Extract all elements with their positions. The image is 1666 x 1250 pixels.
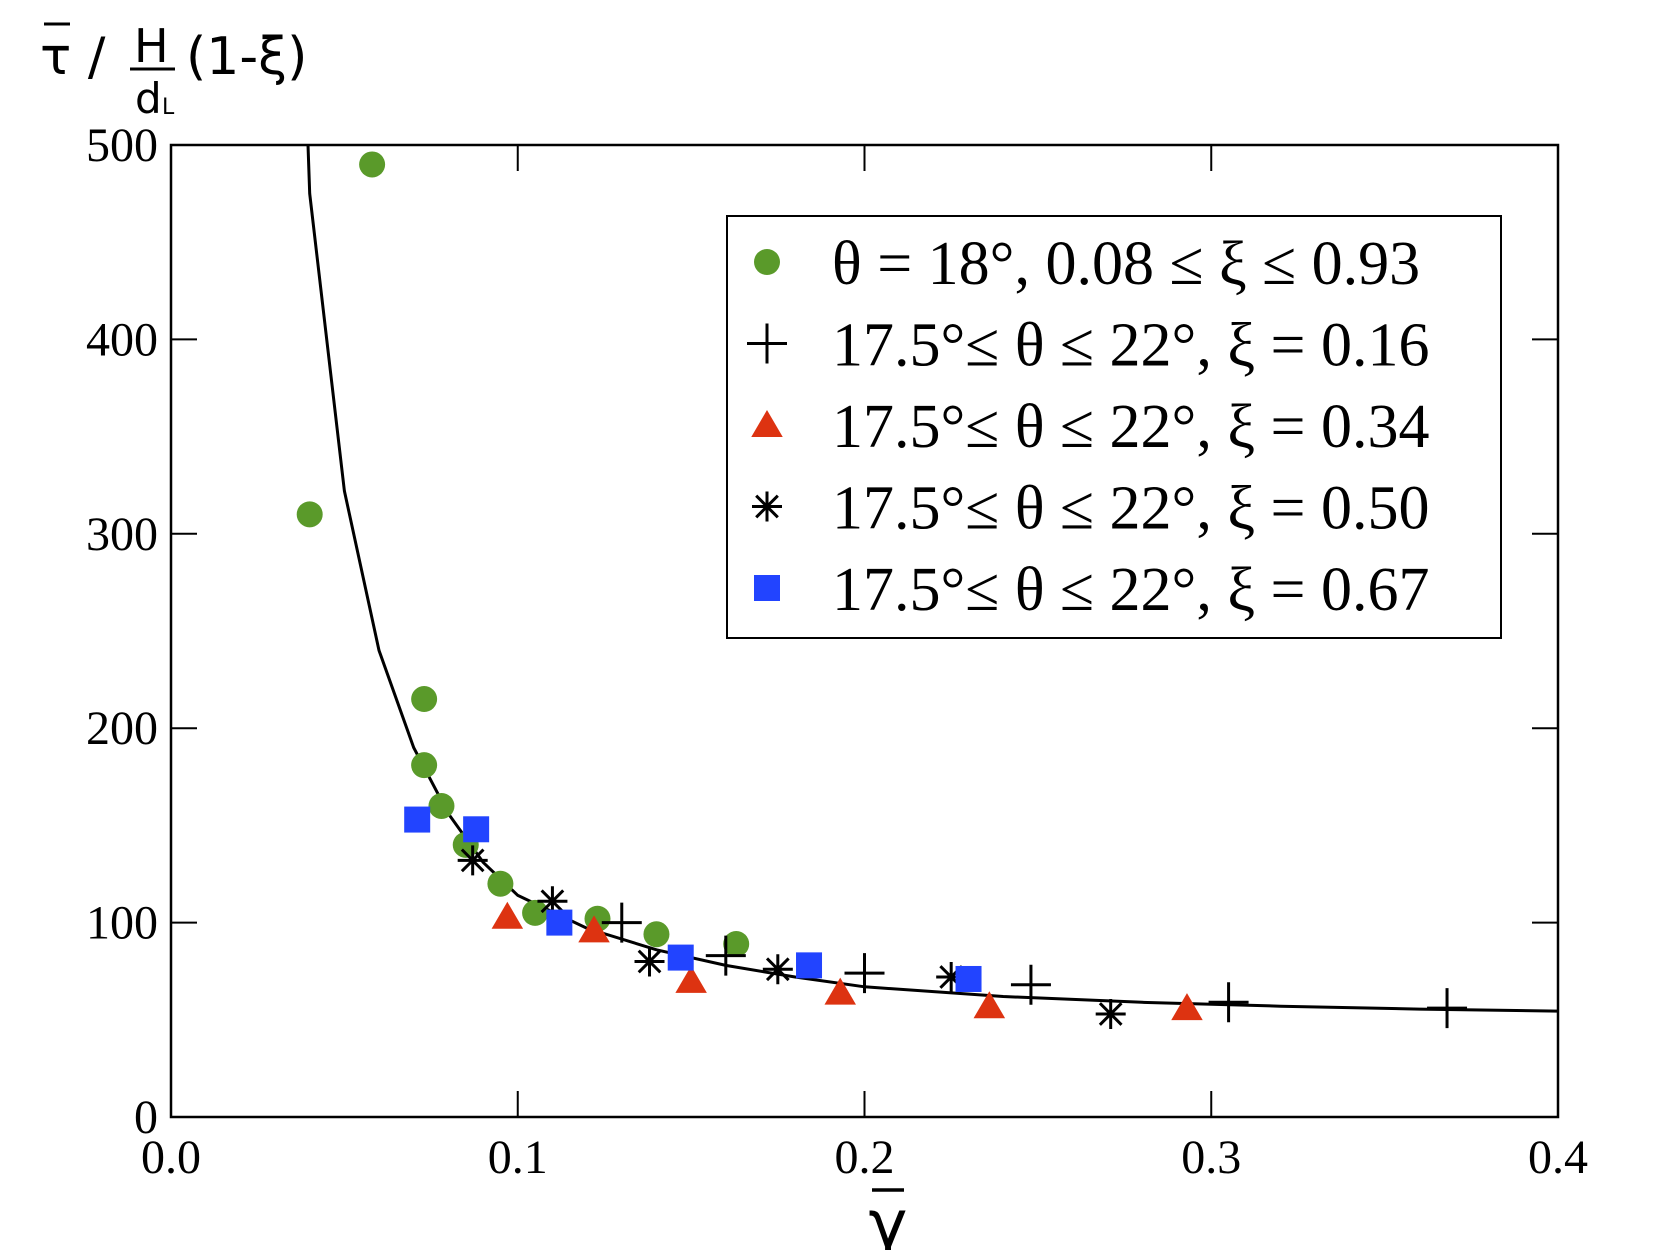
y-tick-label: 100 xyxy=(86,897,158,950)
data-point-circle xyxy=(487,871,513,897)
legend-label: 17.5°≤ θ ≤ 22°, ξ = 0.16 xyxy=(832,312,1429,380)
y-label-left: τ / xyxy=(40,27,106,87)
data-point-plus xyxy=(1209,982,1249,1022)
y-label-right: (1-ξ) xyxy=(186,27,307,87)
legend-entries: θ = 18°, 0.08 ≤ ξ ≤ 0.93 17.5°≤ θ ≤ 22°, … xyxy=(832,230,1429,624)
x-tick-labels: 0.0 0.1 0.2 0.3 0.4 xyxy=(141,1131,1588,1184)
data-point-plus xyxy=(1427,988,1467,1028)
y-tick-label: 400 xyxy=(86,313,158,366)
x-tick-label: 0.2 xyxy=(835,1131,895,1184)
legend-marker-square xyxy=(754,575,780,601)
legend-label: 17.5°≤ θ ≤ 22°, ξ = 0.50 xyxy=(832,475,1429,543)
data-point-circle xyxy=(411,752,437,778)
y-label-numerator: H xyxy=(134,19,169,73)
y-tick-label: 200 xyxy=(86,702,158,755)
x-label-text: γ xyxy=(868,1186,907,1250)
data-point-circle xyxy=(428,793,454,819)
data-point-square xyxy=(546,910,572,936)
data-point-circle xyxy=(359,151,385,177)
data-point-circle xyxy=(411,686,437,712)
y-tick-label: 0 xyxy=(134,1091,158,1144)
legend-marker-asterisk xyxy=(752,492,782,522)
chart: τ / H d L (1-ξ) 0.0 0.1 0.2 0.3 0.4 01002003… xyxy=(0,0,1666,1250)
data-point-asterisk xyxy=(1096,999,1126,1029)
data-point-circle xyxy=(643,921,669,947)
x-tick-label: 0.3 xyxy=(1181,1131,1241,1184)
x-tick-label: 0.1 xyxy=(488,1131,548,1184)
y-tick-labels: 0 100 200 300 400 500 xyxy=(86,119,158,1144)
legend-label: 17.5°≤ θ ≤ 22°, ξ = 0.67 xyxy=(832,556,1429,624)
data-point-plus xyxy=(602,903,642,943)
data-point-square xyxy=(463,816,489,842)
legend-label: 17.5°≤ θ ≤ 22°, ξ = 0.34 xyxy=(832,393,1429,461)
data-point-asterisk xyxy=(635,946,665,976)
data-point-triangle xyxy=(1171,993,1203,1020)
data-point-square xyxy=(668,945,694,971)
legend: θ = 18°, 0.08 ≤ ξ ≤ 0.93 17.5°≤ θ ≤ 22°, … xyxy=(727,216,1501,638)
data-point-square xyxy=(796,952,822,978)
data-point-square xyxy=(956,966,982,992)
y-label-denominator-sub: L xyxy=(162,95,175,120)
y-label-denominator: d xyxy=(135,74,162,123)
y-tick-label: 300 xyxy=(86,508,158,561)
data-point-square xyxy=(404,807,430,833)
data-point-circle xyxy=(522,900,548,926)
data-point-circle xyxy=(297,501,323,527)
y-axis-label: τ / H d L (1-ξ) xyxy=(40,19,307,123)
y-tick-label: 500 xyxy=(86,119,158,172)
x-axis-label: γ xyxy=(868,1186,907,1250)
legend-label: θ = 18°, 0.08 ≤ ξ ≤ 0.93 xyxy=(832,230,1420,298)
data-point-asterisk xyxy=(763,954,793,984)
data-point-triangle xyxy=(492,902,523,929)
data-point-asterisk xyxy=(458,845,488,875)
legend-marker-circle xyxy=(754,249,780,275)
x-tick-label: 0.4 xyxy=(1528,1131,1588,1184)
